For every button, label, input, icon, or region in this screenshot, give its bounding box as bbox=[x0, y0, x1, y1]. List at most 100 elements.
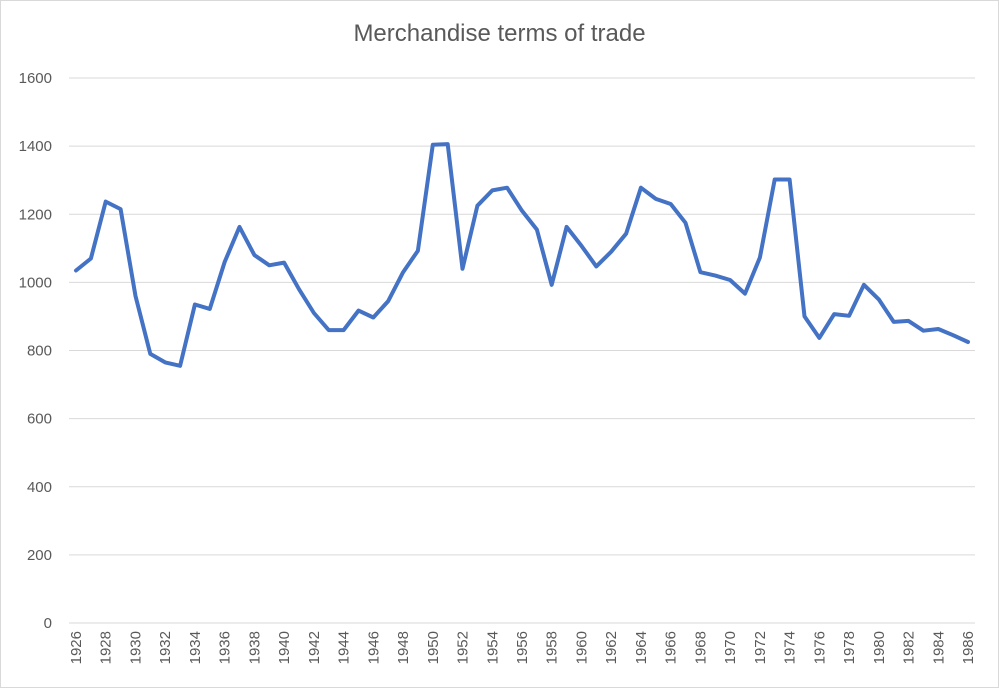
data-point bbox=[758, 256, 762, 260]
x-tick-label: 1968 bbox=[692, 631, 709, 664]
data-point bbox=[297, 287, 301, 291]
y-tick-label: 1000 bbox=[19, 274, 52, 291]
x-tick-label: 1948 bbox=[395, 631, 412, 664]
data-point bbox=[342, 328, 346, 332]
data-point bbox=[788, 178, 792, 182]
x-tick-label: 1962 bbox=[603, 631, 620, 664]
x-tick-label: 1928 bbox=[98, 631, 115, 664]
data-point bbox=[252, 253, 256, 257]
series-line bbox=[74, 142, 970, 368]
data-point bbox=[490, 188, 494, 192]
data-point bbox=[579, 244, 583, 248]
data-point bbox=[133, 294, 137, 298]
data-point bbox=[386, 299, 390, 303]
y-tick-label: 1400 bbox=[19, 138, 52, 155]
x-tick-label: 1982 bbox=[901, 631, 918, 664]
data-point bbox=[684, 221, 688, 225]
gridlines bbox=[69, 77, 975, 556]
x-tick-label: 1932 bbox=[157, 631, 174, 664]
data-point bbox=[550, 283, 554, 287]
series-group bbox=[74, 142, 970, 368]
data-point bbox=[862, 283, 866, 287]
data-point bbox=[119, 207, 123, 211]
data-point bbox=[594, 264, 598, 268]
y-tick-label: 1600 bbox=[19, 70, 52, 87]
y-tick-label: 1200 bbox=[19, 206, 52, 223]
y-tick-label: 0 bbox=[44, 615, 52, 632]
data-point bbox=[877, 297, 881, 301]
data-point bbox=[921, 329, 925, 333]
data-point bbox=[148, 352, 152, 356]
x-tick-label: 1952 bbox=[455, 631, 472, 664]
data-point bbox=[163, 360, 167, 364]
x-tick-label: 1950 bbox=[425, 631, 442, 664]
x-tick-label: 1954 bbox=[484, 631, 501, 664]
data-point bbox=[936, 327, 940, 331]
x-tick-label: 1974 bbox=[782, 631, 799, 664]
data-point bbox=[89, 257, 93, 261]
data-point bbox=[654, 197, 658, 201]
data-point bbox=[907, 319, 911, 323]
y-axis: 0 200 400 600 800 1000 1200 1400 1600 bbox=[19, 70, 52, 632]
y-tick-label: 600 bbox=[27, 411, 52, 428]
x-tick-label: 1978 bbox=[841, 631, 858, 664]
data-point bbox=[535, 228, 539, 232]
x-axis: 1926 1928 1930 1932 1934 1936 1938 1940 1942 1944… bbox=[68, 622, 977, 664]
data-point bbox=[892, 320, 896, 324]
x-tick-label: 1966 bbox=[663, 631, 680, 664]
x-tick-label: 1942 bbox=[306, 631, 323, 664]
data-point bbox=[565, 225, 569, 229]
data-point bbox=[773, 178, 777, 182]
data-point bbox=[238, 225, 242, 229]
data-point bbox=[728, 278, 732, 282]
y-tick-label: 400 bbox=[27, 479, 52, 496]
x-tick-label: 1980 bbox=[871, 631, 888, 664]
x-tick-label: 1984 bbox=[930, 631, 947, 664]
data-point bbox=[371, 315, 375, 319]
data-point bbox=[104, 200, 108, 204]
data-point bbox=[832, 312, 836, 316]
x-tick-label: 1964 bbox=[633, 631, 650, 664]
data-point bbox=[669, 202, 673, 206]
data-point bbox=[267, 263, 271, 267]
data-point bbox=[74, 268, 78, 272]
data-point bbox=[802, 314, 806, 318]
x-tick-label: 1958 bbox=[544, 631, 561, 664]
data-point bbox=[327, 328, 331, 332]
data-point bbox=[624, 232, 628, 236]
data-point bbox=[505, 186, 509, 190]
data-point bbox=[461, 267, 465, 271]
x-tick-label: 1956 bbox=[514, 631, 531, 664]
x-tick-label: 1930 bbox=[127, 631, 144, 664]
x-tick-label: 1972 bbox=[752, 631, 769, 664]
data-point bbox=[951, 333, 955, 337]
chart-title: Merchandise terms of trade bbox=[353, 20, 646, 47]
x-tick-label: 1946 bbox=[365, 631, 382, 664]
x-tick-label: 1940 bbox=[276, 631, 293, 664]
x-tick-label: 1960 bbox=[573, 631, 590, 664]
x-tick-label: 1970 bbox=[722, 631, 739, 664]
x-tick-label: 1936 bbox=[217, 631, 234, 664]
data-point bbox=[401, 270, 405, 274]
data-point bbox=[282, 261, 286, 265]
data-point bbox=[208, 307, 212, 311]
data-point bbox=[817, 336, 821, 340]
data-point bbox=[639, 186, 643, 190]
data-point bbox=[431, 143, 435, 147]
data-point bbox=[698, 270, 702, 274]
x-tick-label: 1926 bbox=[68, 631, 85, 664]
data-point bbox=[847, 314, 851, 318]
x-tick-label: 1986 bbox=[960, 631, 977, 664]
data-point bbox=[193, 303, 197, 307]
data-point bbox=[520, 209, 524, 213]
x-tick-label: 1934 bbox=[187, 631, 204, 664]
y-tick-label: 200 bbox=[27, 547, 52, 564]
x-tick-label: 1944 bbox=[336, 631, 353, 664]
data-point bbox=[312, 311, 316, 315]
data-point bbox=[609, 250, 613, 254]
y-tick-label: 800 bbox=[27, 343, 52, 360]
data-point bbox=[223, 260, 227, 264]
data-point bbox=[966, 340, 970, 344]
data-point bbox=[446, 142, 450, 146]
